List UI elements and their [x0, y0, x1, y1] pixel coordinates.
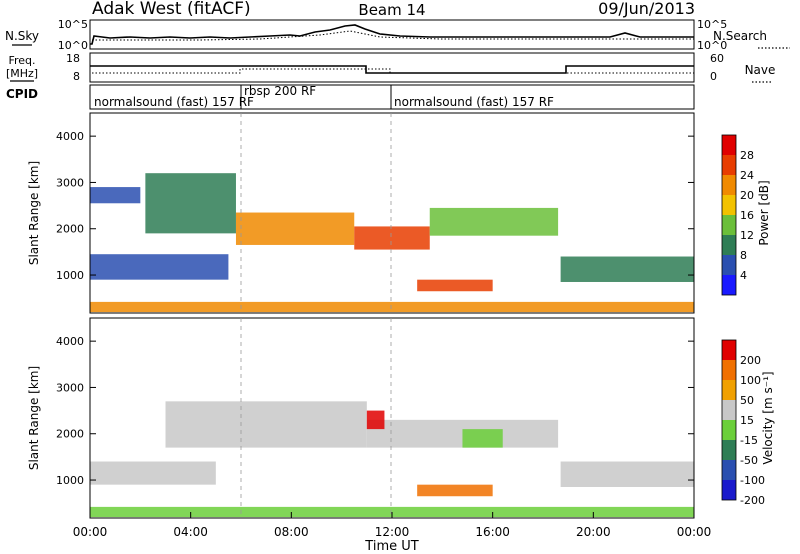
power-ytick-label: 3000 — [56, 176, 84, 189]
velocity-colorbar-swatch — [722, 360, 736, 380]
velocity-colorbar-swatch — [722, 420, 736, 440]
x-tick-label: 08:00 — [274, 525, 309, 539]
cpid-segment-2: rbsp 200 RF — [244, 84, 316, 98]
velocity-echo-band — [560, 461, 694, 487]
power-colorbar-tick: 28 — [740, 149, 754, 162]
power-colorbar-swatch — [722, 155, 736, 175]
nsearch-label: N.Search — [713, 29, 767, 43]
beam-title: Beam 14 — [358, 1, 425, 19]
x-tick-label: 00:00 — [73, 525, 108, 539]
nave-tick-low: 0 — [710, 70, 717, 83]
power-colorbar-swatch — [722, 275, 736, 295]
noise-tick-low-left: 10^0 — [58, 39, 88, 52]
power-colorbar-tick: 20 — [740, 189, 754, 202]
cpid-segment-3: normalsound (fast) 157 RF — [394, 95, 554, 109]
nsearch-series — [92, 30, 694, 41]
velocity-colorbar-tick: 200 — [740, 354, 761, 367]
cpid-label: CPID — [6, 87, 38, 101]
power-echo-band — [145, 173, 236, 234]
velocity-ylabel: Slant Range [km] — [27, 366, 41, 470]
velocity-ytick-label: 4000 — [56, 335, 84, 348]
velocity-echo-band — [417, 484, 493, 497]
velocity-echo-band — [90, 506, 694, 518]
power-echo-band — [417, 279, 493, 292]
station-title: Adak West (fitACF) — [92, 0, 251, 19]
velocity-colorbar-swatch — [722, 340, 736, 360]
velocity-colorbar-swatch — [722, 440, 736, 460]
freq-tick-high: 18 — [66, 52, 80, 65]
x-tick-label: 04:00 — [173, 525, 208, 539]
nsky-label: N.Sky — [5, 29, 39, 43]
freq-label: Freq. — [8, 54, 35, 67]
power-colorbar-tick: 12 — [740, 229, 754, 242]
velocity-colorbar-label: Velocity [m s⁻¹] — [761, 371, 775, 464]
freq-series — [90, 65, 694, 74]
noise-tick-high-right: 10^5 — [697, 18, 727, 31]
velocity-colorbar-tick: -15 — [740, 434, 758, 447]
nave-label: Nave — [745, 63, 776, 77]
power-echo-band — [90, 254, 229, 280]
power-colorbar-swatch — [722, 195, 736, 215]
x-tick-label: 20:00 — [576, 525, 611, 539]
power-echo-band — [354, 226, 430, 250]
velocity-echo-band — [462, 429, 503, 448]
power-ylabel: Slant Range [km] — [27, 161, 41, 265]
nave-series — [92, 68, 694, 74]
velocity-colorbar-swatch — [722, 400, 736, 420]
velocity-ytick-label: 1000 — [56, 474, 84, 487]
power-ytick-label: 4000 — [56, 130, 84, 143]
power-panel: 1000 2000 3000 4000 Slant Range [km] 4 8 12 16… — [27, 112, 771, 314]
velocity-colorbar-swatch — [722, 460, 736, 480]
noise-tick-low-right: 10^0 — [697, 39, 727, 52]
power-echo-band — [235, 212, 355, 245]
velocity-echo-band — [165, 401, 367, 448]
velocity-colorbar-tick: -50 — [740, 454, 758, 467]
velocity-colorbar-tick: 15 — [740, 414, 754, 427]
cpid-panel: CPID normalsound (fast) 157 RF rbsp 200 … — [6, 84, 695, 110]
date-title: 09/Jun/2013 — [598, 0, 695, 18]
power-colorbar-label: Power [dB] — [757, 180, 771, 245]
noise-tick-high-left: 10^5 — [58, 18, 88, 31]
power-colorbar-swatch — [722, 235, 736, 255]
velocity-colorbar-tick: 100 — [740, 374, 761, 387]
cpid-segment-1: normalsound (fast) 157 RF — [94, 95, 254, 109]
freq-unit: [MHz] — [6, 67, 38, 80]
power-colorbar-swatch — [722, 175, 736, 195]
x-tick-label: 12:00 — [375, 525, 410, 539]
power-echo-band — [90, 301, 694, 313]
velocity-ytick-label: 3000 — [56, 381, 84, 394]
power-echo-band — [560, 256, 694, 282]
power-colorbar-tick: 24 — [740, 169, 754, 182]
velocity-colorbar-tick: -200 — [740, 494, 765, 507]
power-ytick-label: 1000 — [56, 269, 84, 282]
velocity-colorbar-frame — [721, 339, 737, 501]
velocity-colorbar-tick: -100 — [740, 474, 765, 487]
power-echo-band — [429, 207, 559, 236]
velocity-echo-band — [90, 461, 216, 485]
x-tick-label: 00:00 — [677, 525, 712, 539]
nsky-series — [90, 24, 694, 45]
velocity-colorbar-swatch — [722, 380, 736, 400]
power-echo-band — [90, 187, 141, 204]
power-colorbar-tick: 8 — [740, 249, 747, 262]
power-ytick-label: 2000 — [56, 223, 84, 236]
power-colorbar-swatch — [722, 255, 736, 275]
velocity-ytick-label: 2000 — [56, 428, 84, 441]
power-colorbar-frame — [721, 134, 737, 296]
velocity-colorbar-swatch — [722, 480, 736, 500]
x-axis-label: Time UT — [364, 539, 418, 554]
velocity-panel: 1000 2000 3000 4000 Slant Range [km] 200 100… — [27, 317, 775, 554]
power-colorbar-swatch — [722, 215, 736, 235]
noise-panel: N.Sky N.Search 10^5 10^0 10^5 10^0 — [5, 18, 790, 52]
velocity-colorbar-tick: 50 — [740, 394, 754, 407]
nave-tick-high: 60 — [710, 52, 724, 65]
power-colorbar-swatch — [722, 135, 736, 155]
freq-tick-low: 8 — [73, 70, 80, 83]
x-tick-label: 16:00 — [475, 525, 510, 539]
freq-nave-panel: Freq. [MHz] 18 8 60 0 Nave — [6, 52, 775, 83]
velocity-echo-band — [366, 410, 385, 430]
power-colorbar-tick: 16 — [740, 209, 754, 222]
power-colorbar-tick: 4 — [740, 269, 747, 282]
